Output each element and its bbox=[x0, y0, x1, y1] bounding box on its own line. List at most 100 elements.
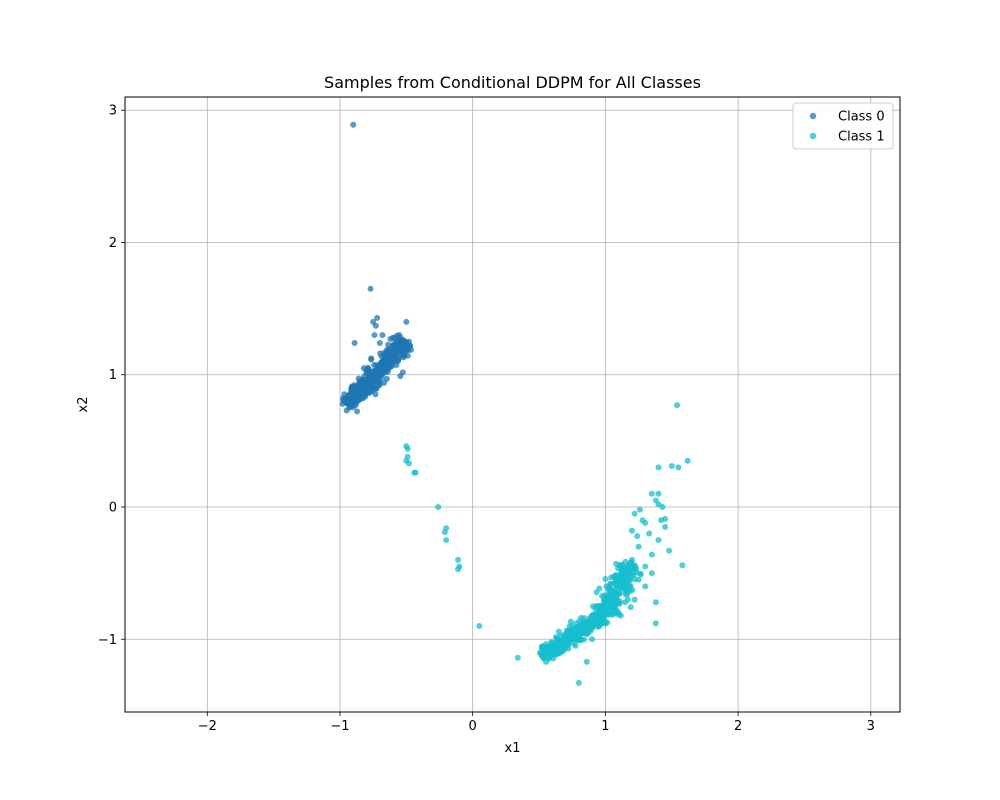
class-1-point bbox=[581, 615, 588, 622]
class-0-point bbox=[365, 368, 372, 375]
class-1-point bbox=[611, 588, 618, 595]
class-1-point bbox=[589, 636, 596, 643]
class-1-point bbox=[662, 523, 669, 530]
class-0-point bbox=[405, 338, 412, 345]
class-1-point bbox=[655, 501, 662, 508]
class-0-point bbox=[403, 318, 410, 325]
class-1-point bbox=[595, 616, 602, 623]
class-0-point bbox=[356, 396, 363, 403]
class-0-point bbox=[368, 356, 375, 363]
class-1-point bbox=[635, 576, 642, 583]
class-1-point bbox=[642, 563, 649, 570]
class-1-point bbox=[595, 621, 602, 628]
class-1-point bbox=[602, 575, 609, 582]
class-1-point bbox=[590, 620, 597, 627]
class-1-point bbox=[455, 556, 462, 563]
x-tick-label: 0 bbox=[469, 719, 477, 734]
class-1-point bbox=[608, 596, 615, 603]
class-1-point bbox=[631, 510, 638, 517]
class-1-point bbox=[593, 589, 600, 596]
class-0-point bbox=[343, 407, 350, 414]
class-1-point bbox=[616, 598, 623, 605]
legend-marker bbox=[809, 132, 817, 140]
class-0-point bbox=[351, 340, 358, 346]
class-0-point bbox=[380, 364, 387, 371]
class-1-point bbox=[655, 490, 662, 497]
class-0-point bbox=[367, 285, 374, 292]
class-0-point bbox=[354, 408, 361, 415]
class-1-point bbox=[648, 490, 655, 497]
class-1-point bbox=[628, 556, 635, 563]
class-1-point bbox=[557, 632, 564, 639]
class-1-point bbox=[624, 590, 631, 597]
class-1-point bbox=[648, 570, 655, 577]
class-1-point bbox=[580, 636, 587, 643]
y-tick-label: 3 bbox=[109, 104, 117, 119]
y-tick-label: −1 bbox=[98, 633, 117, 648]
class-1-point bbox=[412, 469, 419, 476]
class-1-point bbox=[652, 620, 659, 627]
x-axis-label: x1 bbox=[505, 741, 521, 756]
class-1-point bbox=[658, 517, 665, 524]
class-0-point bbox=[347, 393, 354, 400]
x-tick-label: 2 bbox=[734, 719, 742, 734]
class-1-point bbox=[613, 577, 620, 584]
class-1-point bbox=[476, 623, 483, 630]
class-1-point bbox=[675, 464, 682, 471]
class-1-point bbox=[631, 596, 638, 603]
class-1-point bbox=[635, 543, 642, 550]
class-1-point bbox=[623, 581, 630, 588]
class-1-point bbox=[578, 627, 585, 634]
class-1-point bbox=[542, 647, 549, 654]
y-tick-label: 0 bbox=[109, 501, 117, 516]
class-0-point bbox=[351, 399, 358, 406]
class-1-point bbox=[684, 457, 691, 464]
class-1-point bbox=[655, 537, 662, 544]
class-1-point bbox=[455, 566, 462, 573]
class-1-point bbox=[668, 463, 675, 469]
chart-title: Samples from Conditional DDPM for All Cl… bbox=[324, 73, 701, 92]
legend-box bbox=[792, 102, 894, 150]
class-1-point bbox=[646, 530, 653, 537]
class-1-point bbox=[514, 654, 521, 661]
class-0-point bbox=[362, 393, 369, 400]
class-1-point bbox=[570, 640, 577, 647]
y-tick-label: 1 bbox=[109, 368, 117, 383]
class-1-point bbox=[548, 651, 555, 658]
class-0-point bbox=[371, 332, 378, 339]
x-tick-label: −2 bbox=[198, 719, 217, 734]
class-1-point bbox=[569, 631, 576, 638]
class-0-point bbox=[350, 121, 357, 128]
class-1-point bbox=[648, 551, 655, 558]
class-1-point bbox=[628, 527, 635, 534]
class-1-point bbox=[642, 583, 649, 590]
class-0-point bbox=[356, 378, 363, 385]
class-1-point bbox=[607, 585, 614, 592]
class-1-point bbox=[599, 617, 606, 624]
class-1-point bbox=[404, 445, 411, 452]
class-1-point bbox=[560, 640, 567, 647]
class-0-point bbox=[339, 400, 346, 407]
class-1-point bbox=[555, 636, 562, 643]
class-0-point bbox=[374, 368, 381, 375]
class-1-point bbox=[543, 658, 550, 665]
class-1-point bbox=[679, 562, 686, 569]
class-0-point bbox=[389, 348, 396, 355]
class-1-point bbox=[541, 653, 548, 660]
class-0-point bbox=[396, 332, 403, 339]
class-1-point bbox=[626, 586, 633, 592]
class-1-point bbox=[553, 650, 560, 657]
class-1-point bbox=[655, 464, 662, 471]
class-1-point bbox=[601, 596, 608, 603]
class-0-point bbox=[375, 373, 382, 380]
class-1-point bbox=[609, 602, 616, 609]
class-1-point bbox=[583, 658, 590, 665]
class-0-point bbox=[401, 352, 408, 359]
class-0-point bbox=[360, 365, 367, 372]
legend-label: Class 1 bbox=[838, 130, 885, 145]
class-1-point bbox=[615, 609, 622, 616]
class-0-point bbox=[352, 384, 359, 391]
legend: Class 0 Class 1 bbox=[792, 102, 894, 150]
class-1-point bbox=[652, 599, 659, 606]
